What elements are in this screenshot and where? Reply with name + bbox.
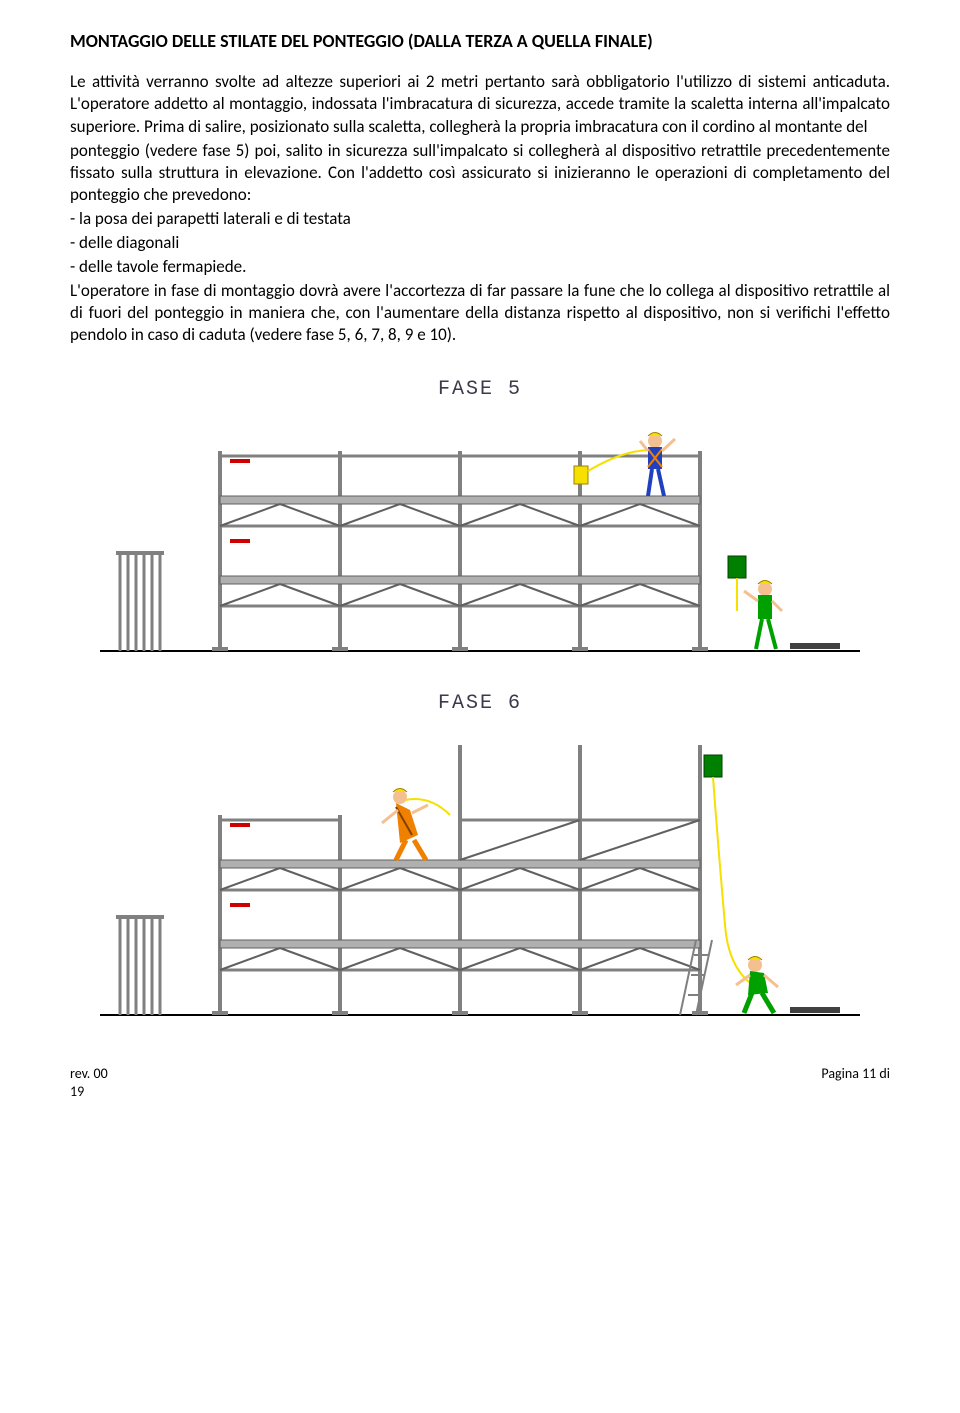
paragraph-2: ponteggio (vedere fase 5) poi, salito in…: [70, 140, 890, 206]
footer-revision: rev. 00: [70, 1065, 108, 1083]
diagram-fase-6: [100, 725, 860, 1025]
figure-fase-5: FASE 5: [70, 377, 890, 661]
paragraph-1: Le attività verranno svolte ad altezze s…: [70, 71, 890, 137]
bullet-2: - delle diagonali: [70, 232, 890, 254]
paragraph-3: L'operatore in fase di montaggio dovrà a…: [70, 280, 890, 346]
figure-5-label: FASE 5: [70, 377, 890, 403]
footer-page-total: 19: [70, 1083, 84, 1101]
footer-page-number: Pagina 11 di: [821, 1065, 890, 1083]
diagram-fase-5: [100, 411, 860, 661]
figure-6-label: FASE 6: [70, 691, 890, 717]
section-heading: MONTAGGIO DELLE STILATE DEL PONTEGGIO (D…: [70, 30, 890, 53]
bullet-3: - delle tavole fermapiede.: [70, 256, 890, 278]
bullet-1: - la posa dei parapetti laterali e di te…: [70, 208, 890, 230]
figure-fase-6: FASE 6: [70, 691, 890, 1025]
